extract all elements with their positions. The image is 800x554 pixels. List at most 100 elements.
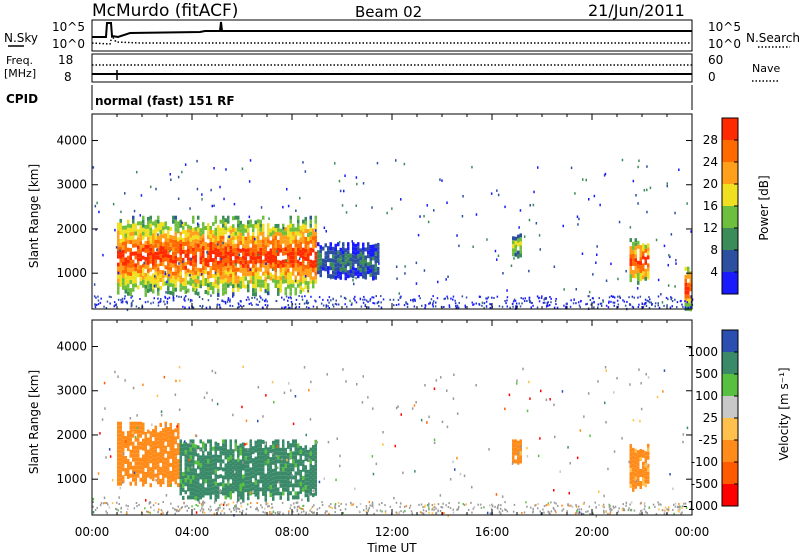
power-echo-cell bbox=[637, 276, 640, 281]
power-echo-cell bbox=[129, 288, 132, 293]
power-echo-cell bbox=[184, 277, 187, 282]
power-echo-cell bbox=[197, 231, 200, 236]
velocity-near-range-cell bbox=[152, 504, 155, 507]
velocity-echo-cell bbox=[194, 476, 197, 481]
power-echo-cell bbox=[164, 257, 167, 262]
power-speckle bbox=[532, 203, 535, 207]
velocity-echo-cell bbox=[297, 451, 300, 456]
power-echo-cell bbox=[349, 265, 352, 270]
power-echo-cell bbox=[132, 267, 135, 272]
power-echo-cell bbox=[689, 275, 692, 280]
velocity-echo-cell bbox=[644, 459, 647, 464]
power-echo-cell bbox=[687, 274, 690, 279]
power-echo-cell bbox=[132, 215, 135, 220]
power-echo-cell bbox=[172, 255, 175, 260]
velocity-echo-cell bbox=[249, 487, 252, 492]
velocity-near-range-cell bbox=[296, 501, 299, 504]
power-near-range-cell bbox=[432, 302, 434, 305]
velocity-echo-cell bbox=[234, 479, 237, 484]
power-speckle bbox=[641, 302, 643, 305]
velocity-speckle bbox=[234, 470, 236, 474]
power-near-range-cell bbox=[94, 306, 97, 309]
power-echo-cell bbox=[179, 287, 182, 292]
power-echo-cell bbox=[639, 249, 642, 254]
velocity-near-range-cell bbox=[235, 510, 238, 513]
power-echo-cell bbox=[327, 258, 330, 263]
velocity-echo-cell bbox=[174, 472, 177, 477]
power-near-range-cell bbox=[117, 298, 120, 301]
velocity-echo-cell bbox=[207, 455, 210, 460]
power-echo-cell bbox=[259, 223, 262, 228]
velocity-echo-cell bbox=[197, 473, 200, 478]
velocity-echo-cell bbox=[299, 457, 302, 462]
velocity-near-range-cell bbox=[664, 506, 667, 509]
power-echo-cell bbox=[167, 254, 170, 259]
power-near-range-cell bbox=[152, 301, 155, 304]
power-echo-cell bbox=[297, 263, 300, 268]
power-speckle bbox=[502, 272, 504, 275]
velocity-echo-cell bbox=[309, 455, 312, 460]
power-echo-cell bbox=[362, 262, 365, 267]
velocity-near-range-cell bbox=[384, 511, 387, 514]
power-echo-cell bbox=[122, 261, 125, 266]
power-echo-cell bbox=[242, 267, 245, 272]
velocity-near-range-cell bbox=[208, 508, 210, 511]
velocity-echo-cells bbox=[92, 365, 692, 518]
velocity-echo-cell bbox=[182, 479, 185, 484]
power-echo-cell bbox=[174, 263, 177, 268]
power-speckle bbox=[92, 166, 95, 169]
velocity-echo-cell bbox=[197, 485, 200, 490]
velocity-near-range-cell bbox=[186, 504, 188, 507]
power-near-range-cell bbox=[454, 302, 457, 305]
power-near-range-cell bbox=[362, 298, 364, 301]
velocity-echo-cell bbox=[154, 453, 157, 458]
velocity-speckle bbox=[160, 513, 162, 516]
power-speckle bbox=[166, 280, 168, 284]
power-echo-cell bbox=[304, 224, 307, 229]
velocity-speckle bbox=[276, 445, 279, 448]
velocity-speckle bbox=[613, 450, 616, 453]
velocity-near-range-cell bbox=[535, 504, 537, 507]
velocity-speckle bbox=[453, 373, 455, 376]
power-echo-cell bbox=[319, 253, 322, 258]
velocity-echo-cell bbox=[279, 463, 282, 468]
velocity-echo-cell bbox=[139, 445, 142, 450]
power-echo-cell bbox=[289, 279, 292, 284]
velocity-speckle bbox=[170, 484, 172, 487]
power-speckle bbox=[581, 252, 584, 255]
power-colorbar-tick-label: 24 bbox=[703, 155, 718, 169]
power-echo-cell bbox=[197, 235, 200, 240]
power-echo-cell bbox=[227, 247, 230, 252]
velocity-echo-cell bbox=[237, 457, 240, 462]
power-echo-cell bbox=[304, 216, 307, 221]
power-speckle bbox=[124, 192, 126, 195]
power-echo-cell bbox=[254, 224, 257, 229]
power-echo-cell bbox=[144, 264, 147, 269]
power-echo-cell bbox=[244, 264, 247, 269]
power-speckle bbox=[592, 273, 594, 276]
velocity-echo-cell bbox=[312, 481, 315, 486]
velocity-echo-cell bbox=[162, 476, 165, 481]
velocity-echo-cell bbox=[142, 446, 145, 451]
power-echo-cell bbox=[282, 235, 285, 240]
velocity-echo-cell bbox=[182, 471, 185, 476]
power-speckle bbox=[403, 162, 406, 166]
velocity-speckle bbox=[656, 395, 659, 399]
velocity-echo-cell bbox=[219, 462, 222, 467]
velocity-speckle bbox=[537, 454, 540, 458]
velocity-near-range-cell bbox=[256, 506, 258, 509]
power-near-range-cell bbox=[184, 299, 186, 302]
power-echo-cell bbox=[362, 274, 365, 279]
power-near-range-cell bbox=[597, 306, 599, 309]
power-near-range-cell bbox=[245, 298, 248, 301]
velocity-speckle bbox=[609, 510, 612, 513]
power-echo-cell bbox=[272, 238, 275, 243]
velocity-speckle bbox=[362, 375, 364, 378]
power-echo-cell bbox=[247, 268, 250, 273]
power-colorbar-tick-label: 28 bbox=[703, 133, 718, 147]
velocity-near-range-cell bbox=[202, 501, 204, 504]
velocity-echo-cell bbox=[282, 455, 285, 460]
velocity-speckle bbox=[184, 440, 186, 443]
power-echo-cell bbox=[642, 255, 645, 260]
velocity-echo-cell bbox=[237, 497, 240, 502]
